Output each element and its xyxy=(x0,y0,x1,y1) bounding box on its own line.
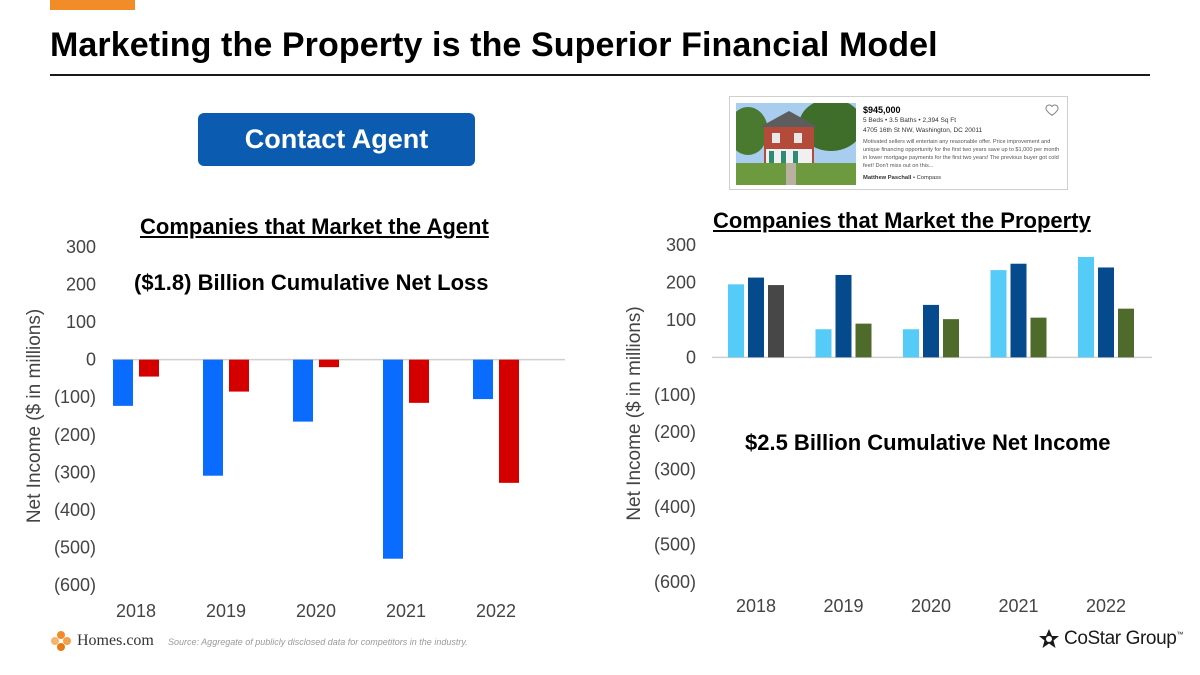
property-ylabel: Net Income ($ in millions) xyxy=(624,306,645,520)
agent-ytick-label: 200 xyxy=(66,275,96,295)
property-ytick-label: (100) xyxy=(654,385,696,405)
property-bar-2021-series-3 xyxy=(1030,317,1047,358)
listing-brokerage: Compass xyxy=(916,175,942,181)
listing-description: Motivated sellers will entertain any rea… xyxy=(863,139,1060,169)
property-xtick-label: 2018 xyxy=(736,596,776,616)
listing-agent: Matthew Paschall • Compass xyxy=(863,175,941,181)
agent-bar-2019-series-2 xyxy=(229,359,249,392)
property-bar-2022-series-3 xyxy=(1118,308,1134,358)
property-bar-2020-series-1 xyxy=(903,329,919,358)
agent-ytick-label: 100 xyxy=(66,312,96,332)
agent-ytick-label: 300 xyxy=(66,237,96,257)
agent-ytick-label: (500) xyxy=(54,537,96,557)
property-ytick-label: 0 xyxy=(686,347,696,367)
property-bar-2022-series-2 xyxy=(1098,267,1114,358)
homes-logo-icon xyxy=(51,631,71,651)
property-bar-2019-series-1 xyxy=(815,329,832,358)
agent-bar-2018-series-2 xyxy=(139,359,159,377)
agent-xtick-label: 2018 xyxy=(116,601,156,621)
contact-agent-button[interactable]: Contact Agent xyxy=(198,113,475,166)
property-ytick-label: (300) xyxy=(654,460,696,480)
agent-ytick-label: (300) xyxy=(54,462,96,482)
property-bar-2020-series-2 xyxy=(923,304,939,358)
agent-xtick-label: 2021 xyxy=(386,601,426,621)
property-chart-title: Companies that Market the Property xyxy=(713,208,1091,233)
accent-bar xyxy=(50,0,135,10)
house-image xyxy=(736,103,856,185)
listing-address: 4705 16th St NW, Washington, DC 20011 xyxy=(863,127,983,134)
agent-bar-2020-series-1 xyxy=(293,359,313,422)
listing-photo xyxy=(736,103,856,185)
listing-separator: • xyxy=(912,175,917,181)
property-chart-annotation: $2.5 Billion Cumulative Net Income xyxy=(745,430,1111,455)
property-bar-2019-series-2 xyxy=(835,274,852,358)
page-title: Marketing the Property is the Superior F… xyxy=(50,26,938,64)
listing-card[interactable]: $945,000 5 Beds • 3.5 Baths • 2,394 Sq F… xyxy=(729,96,1068,190)
agent-ytick-label: (400) xyxy=(54,500,96,520)
listing-agent-name: Matthew Paschall xyxy=(863,175,912,181)
agent-ytick-label: (600) xyxy=(54,575,96,595)
property-bar-2019-series-3 xyxy=(855,323,872,358)
property-ytick-label: (200) xyxy=(654,422,696,442)
costar-logo-text: CoStar Group™ xyxy=(1064,628,1184,649)
listing-price: $945,000 xyxy=(863,105,901,115)
agent-chart-annotation: ($1.8) Billion Cumulative Net Loss xyxy=(134,270,489,295)
agent-bar-2020-series-2 xyxy=(319,359,339,368)
agent-ytick-label: (200) xyxy=(54,425,96,445)
costar-logo: CoStar Group™ xyxy=(1038,628,1183,650)
property-xtick-label: 2021 xyxy=(998,596,1038,616)
listing-specs: 5 Beds • 3.5 Baths • 2,394 Sq Ft xyxy=(863,117,957,124)
homes-logo-text: Homes.com xyxy=(77,632,154,649)
agent-xtick-label: 2022 xyxy=(476,601,516,621)
property-bar-2021-series-1 xyxy=(990,270,1007,358)
agent-bar-2021-series-2 xyxy=(409,359,429,403)
property-bar-2018-series-2 xyxy=(748,277,764,358)
property-bar-2022-series-1 xyxy=(1078,256,1094,358)
property-bar-2021-series-2 xyxy=(1010,263,1027,358)
property-ytick-label: 100 xyxy=(666,310,696,330)
property-xtick-label: 2019 xyxy=(823,596,863,616)
agent-bar-2019-series-1 xyxy=(203,359,223,476)
homes-logo: Homes.com xyxy=(50,630,154,652)
agent-bar-2022-series-2 xyxy=(499,359,519,483)
property-chart: 300 200 100 0 (100) (200) (300) (400) (500) (600)… xyxy=(624,235,1152,616)
agent-chart: 300 200 100 0 (100) (200) (300) (400) (500) (600)… xyxy=(24,237,565,621)
property-xtick-label: 2022 xyxy=(1086,596,1126,616)
property-bar-2018-series-3 xyxy=(768,285,784,358)
property-ytick-label: (400) xyxy=(654,497,696,517)
property-bar-2020-series-3 xyxy=(943,319,959,358)
title-divider xyxy=(50,74,1150,76)
property-xtick-label: 2020 xyxy=(911,596,951,616)
agent-xtick-label: 2020 xyxy=(296,601,336,621)
agent-ytick-label: 0 xyxy=(86,350,96,370)
agent-ytick-label: (100) xyxy=(54,387,96,407)
costar-logo-icon xyxy=(1039,629,1059,648)
source-note: Source: Aggregate of publicly disclosed … xyxy=(168,637,468,647)
property-ytick-label: (600) xyxy=(654,572,696,592)
agent-bar-2022-series-1 xyxy=(473,359,493,400)
heart-icon[interactable] xyxy=(1045,103,1059,117)
agent-ylabel: Net Income ($ in millions) xyxy=(24,309,45,523)
agent-bar-2021-series-1 xyxy=(383,359,403,559)
agent-xtick-label: 2019 xyxy=(206,601,246,621)
property-ytick-label: 300 xyxy=(666,235,696,255)
property-ytick-label: (500) xyxy=(654,535,696,555)
property-ytick-label: 200 xyxy=(666,272,696,292)
property-bar-2018-series-1 xyxy=(728,284,744,358)
agent-bar-2018-series-1 xyxy=(113,359,133,406)
agent-chart-title: Companies that Market the Agent xyxy=(140,214,489,239)
